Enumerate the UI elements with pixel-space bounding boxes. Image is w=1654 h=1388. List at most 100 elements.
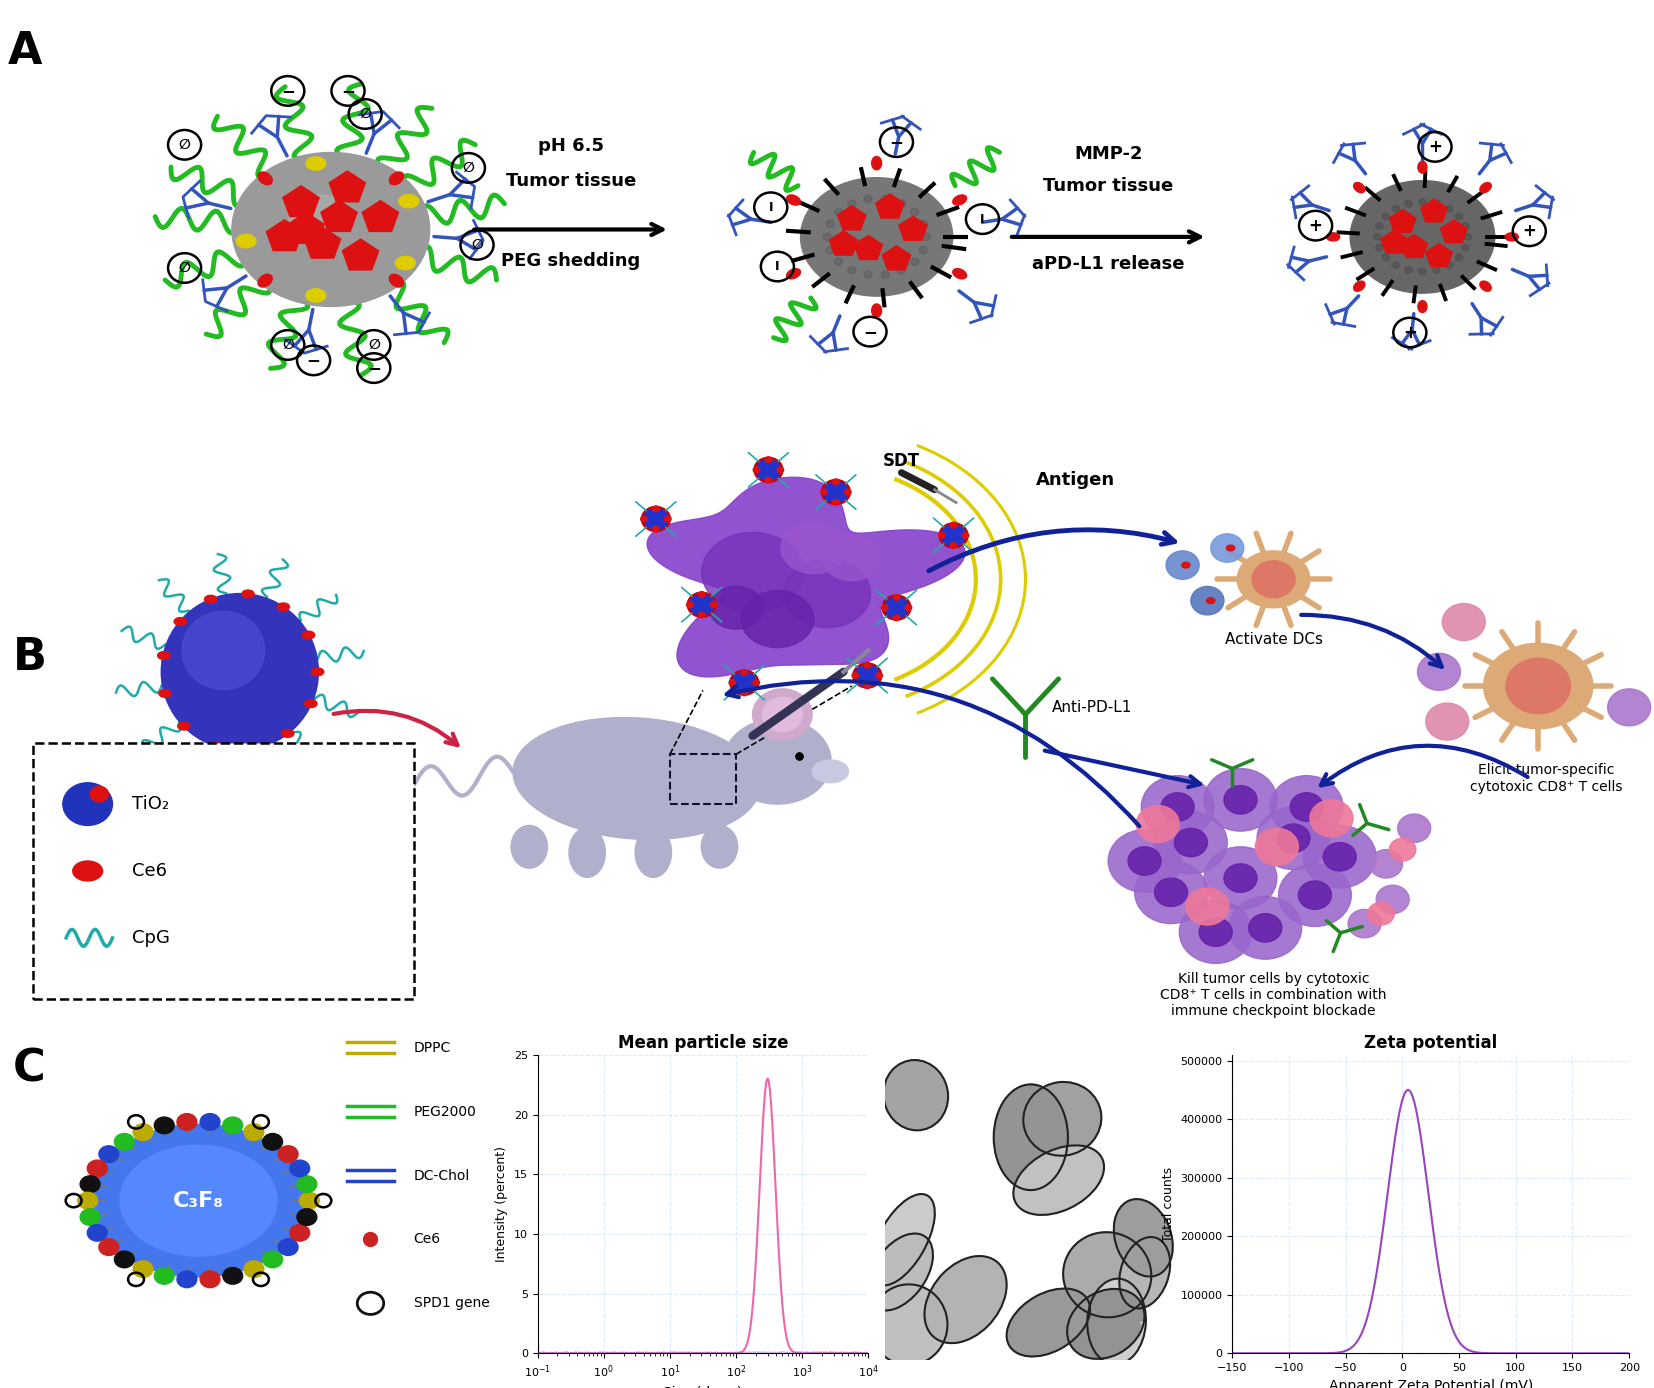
Text: Elicit tumor-specific
cytotoxic CD8⁺ T cells: Elicit tumor-specific cytotoxic CD8⁺ T c…: [1470, 763, 1623, 794]
Circle shape: [1310, 799, 1353, 837]
Circle shape: [863, 662, 870, 668]
Circle shape: [245, 1260, 265, 1277]
Circle shape: [688, 593, 716, 616]
Ellipse shape: [177, 722, 190, 730]
Circle shape: [278, 1145, 298, 1162]
Circle shape: [1211, 534, 1244, 562]
Circle shape: [263, 1134, 283, 1151]
Circle shape: [741, 690, 748, 695]
Ellipse shape: [304, 700, 318, 708]
Circle shape: [200, 1113, 220, 1130]
Circle shape: [1179, 901, 1252, 963]
Text: Tumor tissue: Tumor tissue: [506, 172, 635, 190]
Ellipse shape: [701, 533, 804, 612]
Circle shape: [154, 1117, 174, 1134]
Circle shape: [1348, 909, 1381, 938]
Ellipse shape: [389, 275, 404, 287]
Text: CpG: CpG: [132, 929, 170, 947]
Circle shape: [1446, 205, 1452, 212]
Ellipse shape: [787, 194, 801, 205]
Circle shape: [1224, 786, 1257, 813]
Ellipse shape: [157, 651, 170, 659]
Ellipse shape: [925, 1256, 1007, 1344]
Circle shape: [686, 602, 693, 608]
Ellipse shape: [389, 172, 404, 185]
Circle shape: [223, 1117, 243, 1134]
Circle shape: [893, 615, 900, 620]
Circle shape: [1298, 881, 1331, 909]
Circle shape: [1166, 551, 1199, 579]
Circle shape: [1204, 847, 1277, 909]
Ellipse shape: [1353, 183, 1365, 193]
Text: −: −: [341, 82, 356, 100]
Circle shape: [852, 673, 858, 679]
Circle shape: [1383, 214, 1389, 219]
Ellipse shape: [159, 690, 172, 697]
Text: A: A: [8, 29, 43, 72]
Circle shape: [923, 233, 930, 240]
Circle shape: [825, 246, 834, 254]
Ellipse shape: [1067, 1289, 1145, 1359]
Ellipse shape: [708, 587, 764, 629]
Text: −: −: [890, 133, 903, 151]
Circle shape: [877, 673, 883, 679]
Circle shape: [1141, 776, 1214, 838]
Circle shape: [78, 1192, 98, 1209]
Circle shape: [753, 466, 759, 473]
Circle shape: [939, 523, 968, 547]
Circle shape: [1442, 604, 1485, 640]
Text: Kill tumor cells by cytotoxic
CD8⁺ T cells in combination with
immune checkpoint: Kill tumor cells by cytotoxic CD8⁺ T cel…: [1161, 972, 1386, 1017]
Circle shape: [1417, 654, 1460, 690]
Circle shape: [1257, 806, 1330, 869]
Circle shape: [729, 670, 758, 695]
Circle shape: [263, 1251, 283, 1267]
Ellipse shape: [258, 172, 273, 185]
Ellipse shape: [1417, 301, 1427, 312]
Ellipse shape: [872, 157, 882, 169]
Ellipse shape: [784, 559, 870, 627]
Circle shape: [1393, 205, 1399, 212]
Text: Ⅰ: Ⅰ: [776, 260, 779, 273]
Text: ∅: ∅: [281, 337, 294, 353]
Polygon shape: [647, 477, 964, 677]
Circle shape: [88, 1224, 108, 1241]
Circle shape: [1608, 688, 1651, 726]
Ellipse shape: [994, 1084, 1068, 1190]
Circle shape: [1398, 813, 1431, 843]
Circle shape: [1224, 863, 1257, 892]
Circle shape: [820, 489, 827, 496]
Circle shape: [1174, 829, 1207, 856]
Ellipse shape: [724, 719, 832, 804]
Ellipse shape: [635, 827, 672, 877]
X-axis label: Size (d.nm): Size (d.nm): [663, 1385, 743, 1388]
Text: 1μm: 1μm: [1138, 1323, 1161, 1332]
Circle shape: [741, 669, 748, 675]
Circle shape: [896, 266, 906, 273]
Circle shape: [710, 602, 716, 608]
Ellipse shape: [953, 194, 966, 205]
Circle shape: [177, 1113, 197, 1130]
Circle shape: [883, 595, 911, 619]
Text: Ⅰ: Ⅰ: [981, 212, 984, 226]
Ellipse shape: [883, 1060, 948, 1130]
Circle shape: [642, 507, 670, 532]
Ellipse shape: [162, 594, 318, 750]
Circle shape: [1186, 888, 1229, 924]
Text: −: −: [306, 351, 321, 369]
Ellipse shape: [182, 611, 265, 690]
Circle shape: [893, 594, 900, 600]
Circle shape: [835, 208, 844, 217]
Ellipse shape: [288, 194, 347, 233]
Circle shape: [88, 1160, 108, 1177]
Circle shape: [845, 489, 852, 496]
Circle shape: [1290, 793, 1323, 822]
Text: Ⅰ: Ⅰ: [769, 201, 772, 214]
Circle shape: [1255, 829, 1298, 865]
Circle shape: [1446, 262, 1452, 268]
Ellipse shape: [1417, 161, 1427, 174]
Circle shape: [79, 1176, 99, 1192]
Text: ∅: ∅: [367, 337, 380, 353]
Circle shape: [1432, 200, 1441, 207]
Ellipse shape: [872, 304, 882, 318]
Circle shape: [1404, 266, 1413, 273]
